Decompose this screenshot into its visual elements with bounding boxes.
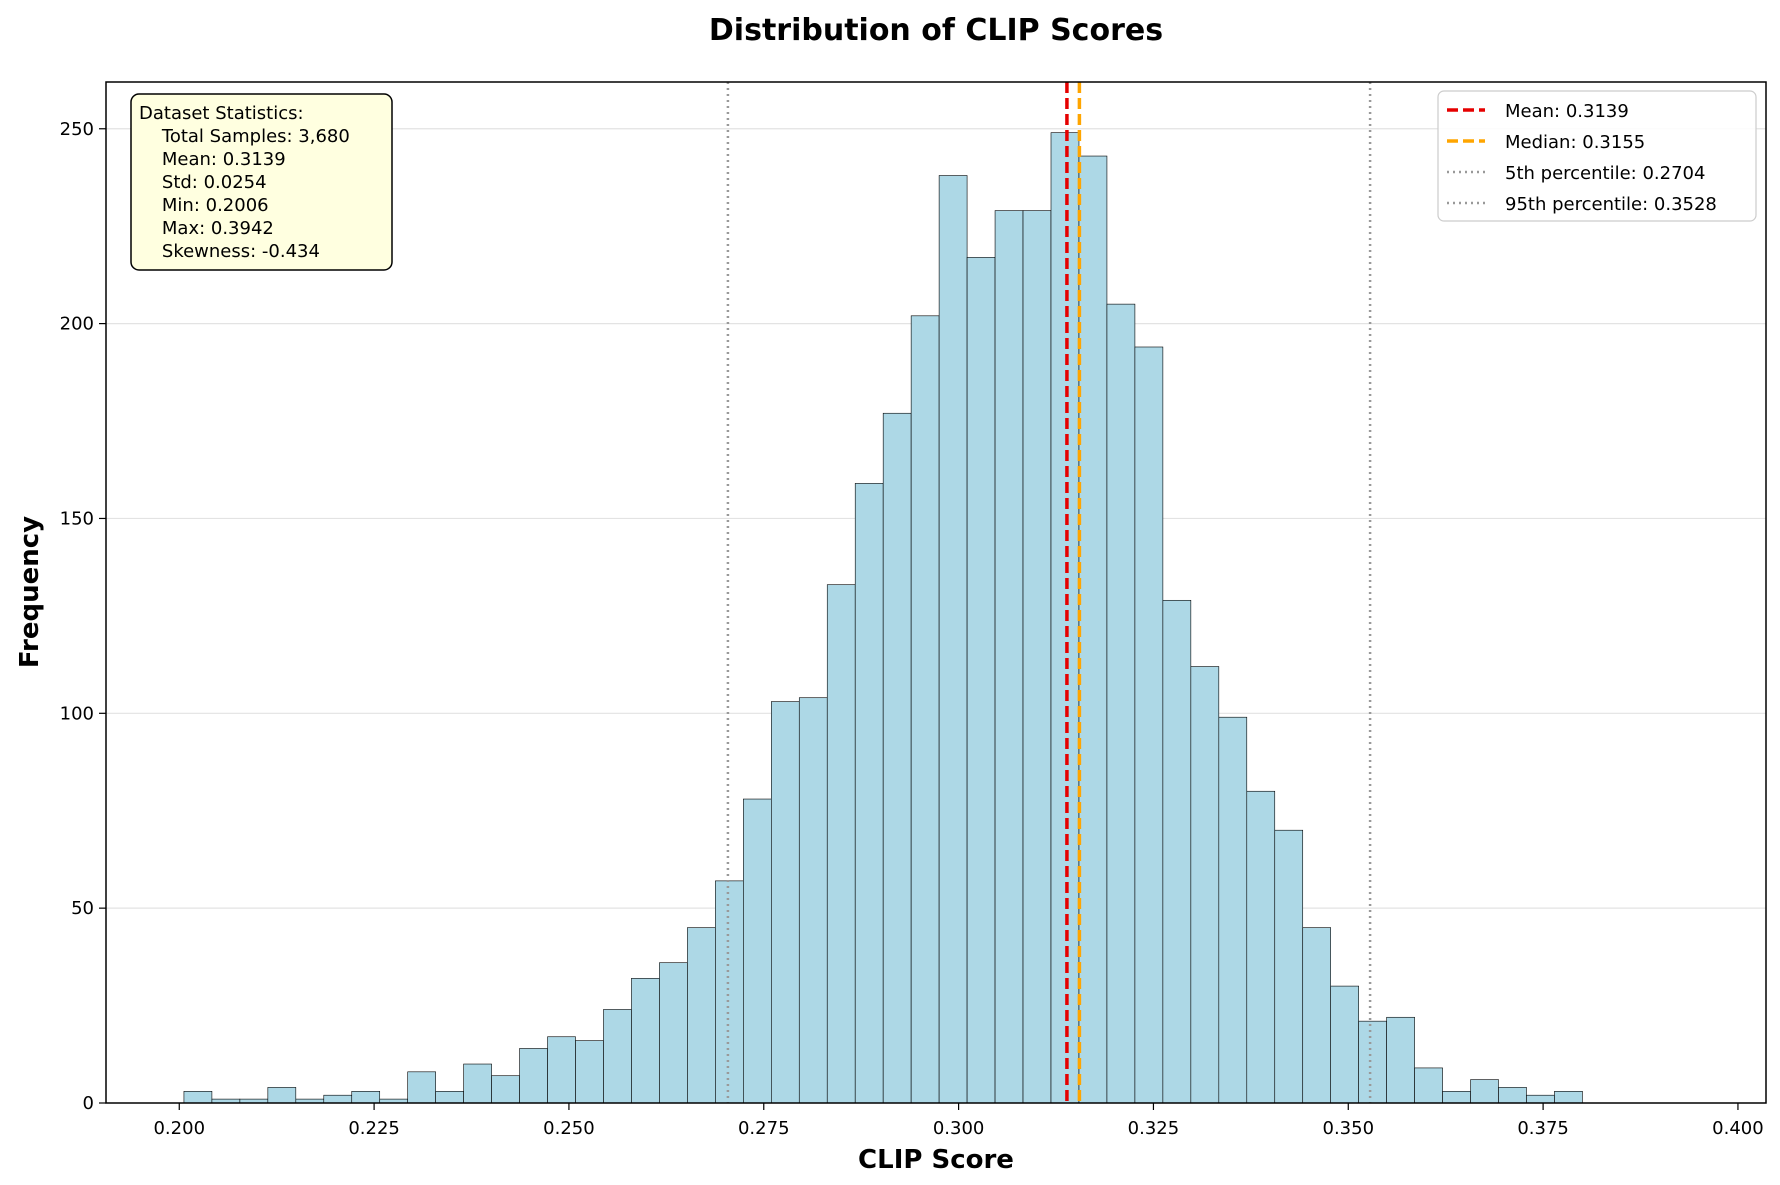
histogram-bar	[1302, 927, 1331, 1104]
legend-label-median: Median: 0.3155	[1505, 132, 1645, 153]
histogram-bar	[798, 697, 828, 1104]
histogram-bar	[743, 798, 772, 1104]
stats-min: Min: 0.2006	[139, 195, 269, 216]
y-axis-label: Frequency	[15, 516, 45, 668]
stats-std: Std: 0.0254	[139, 172, 267, 193]
histogram-bar	[1442, 1091, 1471, 1104]
histogram-bar	[659, 962, 688, 1104]
histogram-bar	[1554, 1091, 1583, 1104]
y-tick-label: 100	[60, 703, 94, 724]
y-tick-label: 50	[71, 898, 94, 919]
legend-background	[1437, 90, 1757, 222]
histogram-bar	[1386, 1016, 1415, 1104]
x-axis-label: CLIP Score	[858, 1145, 1014, 1175]
histogram-bar	[1358, 1020, 1387, 1104]
x-tick-label: 0.275	[738, 1118, 790, 1139]
stats-box: Dataset Statistics: Total Samples: 3,680…	[130, 93, 393, 271]
chart-title: Distribution of CLIP Scores	[709, 13, 1163, 48]
histogram-bar	[882, 412, 912, 1104]
histogram-bar	[1274, 829, 1304, 1104]
y-tick-label: 150	[60, 508, 94, 529]
histogram-bar	[910, 315, 940, 1104]
y-tick-label: 200	[60, 314, 94, 335]
histogram-bar	[1218, 716, 1248, 1104]
legend: Mean: 0.3139 Median: 0.3155 5th percenti…	[1437, 90, 1757, 222]
histogram-bars	[183, 132, 1583, 1104]
histogram-bar	[1414, 1067, 1443, 1104]
histogram-bar	[1330, 985, 1359, 1104]
legend-label-p5: 5th percentile: 0.2704	[1505, 163, 1705, 184]
legend-label-mean: Mean: 0.3139	[1505, 101, 1629, 122]
histogram-bar	[575, 1040, 604, 1104]
x-tick-label: 0.400	[1712, 1118, 1764, 1139]
histogram-bar	[267, 1087, 297, 1104]
histogram-bar	[323, 1094, 353, 1104]
histogram-bar	[1246, 790, 1276, 1104]
stats-mean: Mean: 0.3139	[139, 149, 286, 170]
x-tick-label: 0.325	[1128, 1118, 1180, 1139]
histogram-bar	[1022, 210, 1052, 1104]
histogram-bar	[407, 1071, 436, 1104]
histogram-bar	[1106, 303, 1136, 1104]
x-axis-ticks: 0.200 0.225 0.250 0.275 0.300 0.325 0.350 0.375…	[153, 1103, 1764, 1139]
histogram-bar	[435, 1091, 464, 1104]
histogram-bar	[687, 927, 716, 1104]
histogram-bar	[183, 1091, 213, 1104]
legend-label-p95: 95th percentile: 0.3528	[1505, 194, 1717, 215]
histogram-bar	[1162, 599, 1192, 1104]
plot-frame	[105, 81, 1767, 1104]
x-tick-label: 0.300	[933, 1118, 985, 1139]
stats-box-background	[130, 93, 393, 271]
histogram-bar	[966, 257, 996, 1104]
histogram-bar	[603, 1009, 632, 1104]
histogram-bar	[463, 1063, 492, 1104]
histogram-bar	[1526, 1094, 1555, 1104]
histogram-bar	[1190, 666, 1220, 1104]
y-axis-ticks: 0 50 100 150 200 250	[60, 119, 106, 1114]
y-tick-label: 0	[83, 1093, 94, 1114]
histogram-bar	[1078, 155, 1108, 1104]
x-tick-label: 0.350	[1323, 1118, 1375, 1139]
reference-lines	[726, 82, 1372, 1103]
stats-total-samples: Total Samples: 3,680	[139, 126, 350, 147]
x-tick-label: 0.225	[348, 1118, 400, 1139]
x-tick-label: 0.250	[543, 1118, 595, 1139]
x-tick-label: 0.200	[153, 1118, 205, 1139]
histogram-bar	[631, 977, 660, 1104]
histogram-bar	[1134, 346, 1164, 1104]
histogram-bar	[854, 483, 884, 1104]
histogram-bar	[1050, 132, 1080, 1104]
histogram-bar	[491, 1075, 520, 1104]
histogram-bar	[547, 1036, 576, 1104]
histogram-bar	[519, 1048, 548, 1104]
histogram-bar	[938, 175, 968, 1104]
histogram-bar	[1470, 1079, 1499, 1104]
histogram-bar	[1498, 1087, 1527, 1104]
stats-skewness: Skewness: -0.434	[139, 241, 320, 262]
stats-heading: Dataset Statistics:	[139, 103, 304, 124]
x-tick-label: 0.375	[1517, 1118, 1569, 1139]
histogram-bar	[715, 880, 744, 1104]
y-tick-label: 250	[60, 119, 94, 140]
histogram-bar	[826, 584, 856, 1104]
histogram-bar	[351, 1091, 381, 1104]
histogram-bar	[771, 701, 800, 1104]
histogram-bar	[994, 210, 1024, 1104]
stats-max: Max: 0.3942	[139, 218, 274, 239]
